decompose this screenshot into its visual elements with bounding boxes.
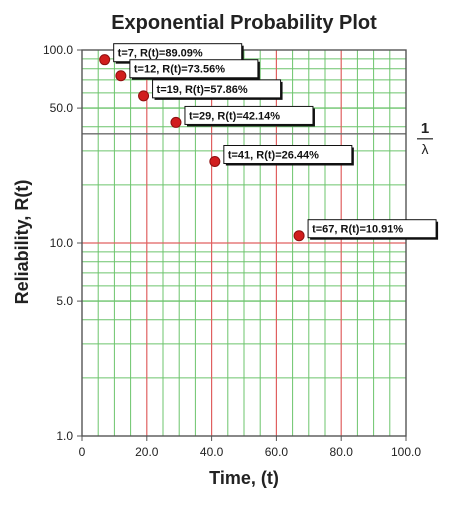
point-label-box: [184, 105, 314, 125]
y-tick-label: 50.0: [50, 101, 74, 115]
x-tick-label: 20.0: [135, 445, 159, 459]
x-tick-label: 40.0: [200, 445, 224, 459]
point-label: t=29, R(t)=42.14%: [189, 110, 280, 122]
point-label: t=41, R(t)=26.44%: [228, 150, 319, 162]
point-label-box: [152, 79, 282, 99]
point-label: t=7, R(t)=89.09%: [118, 48, 203, 60]
point-label-box: [223, 145, 353, 165]
y-tick-label: 1.0: [56, 429, 73, 443]
x-tick-label: 100.0: [391, 445, 421, 459]
y-axis-label: Reliability, R(t): [12, 180, 32, 305]
point-label-box: [307, 219, 437, 239]
reference-line-label-bottom: λ: [422, 141, 429, 157]
y-tick-label: 5.0: [56, 294, 73, 308]
point-label: t=12, R(t)=73.56%: [134, 64, 225, 76]
x-axis-label: Time, (t): [209, 468, 279, 488]
point-label-box: [129, 59, 259, 79]
point-label: t=19, R(t)=57.86%: [157, 84, 248, 96]
point-label: t=67, R(t)=10.91%: [312, 224, 403, 236]
chart-title: Exponential Probability Plot: [111, 12, 377, 34]
x-tick-label: 0: [79, 445, 86, 459]
x-tick-label: 80.0: [330, 445, 354, 459]
y-tick-label: 100.0: [43, 43, 73, 57]
x-tick-label: 60.0: [265, 445, 289, 459]
data-point: [170, 116, 182, 128]
data-point: [293, 230, 305, 242]
reference-line-label-top: 1: [421, 120, 429, 137]
data-point: [99, 54, 111, 66]
data-point: [209, 156, 221, 168]
data-point: [115, 70, 127, 82]
data-point: [138, 90, 150, 102]
y-tick-label: 10.0: [50, 236, 74, 250]
